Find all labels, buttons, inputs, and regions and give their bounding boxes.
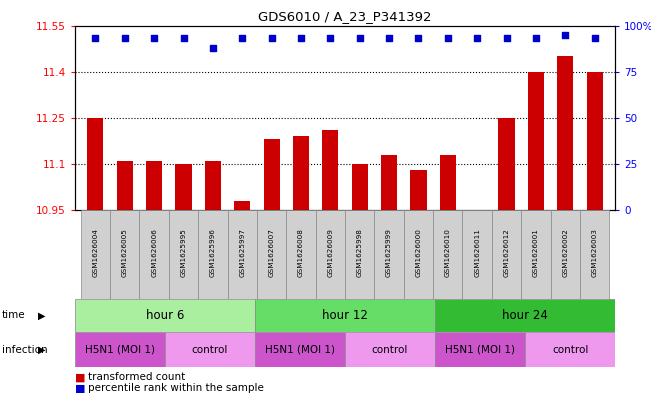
Text: H5N1 (MOI 1): H5N1 (MOI 1): [265, 345, 335, 355]
Point: [384, 35, 395, 42]
Bar: [255, 332, 345, 367]
Text: GSM1626007: GSM1626007: [269, 228, 275, 277]
Bar: [264, 140, 280, 210]
Point: [266, 35, 277, 42]
Point: [501, 35, 512, 42]
Bar: [345, 332, 435, 367]
Point: [208, 44, 218, 51]
Bar: [255, 299, 435, 332]
Bar: [381, 155, 397, 210]
Text: GSM1626003: GSM1626003: [592, 228, 598, 277]
Text: hour 24: hour 24: [502, 309, 548, 322]
Bar: [521, 210, 551, 299]
Bar: [433, 210, 462, 299]
Point: [178, 35, 189, 42]
Bar: [587, 72, 603, 210]
Bar: [110, 210, 139, 299]
Bar: [410, 170, 426, 210]
Text: ▶: ▶: [38, 345, 46, 355]
Text: ■: ■: [75, 383, 89, 393]
Bar: [139, 210, 169, 299]
Text: ▶: ▶: [38, 310, 46, 320]
Text: GSM1626008: GSM1626008: [298, 228, 304, 277]
Bar: [528, 72, 544, 210]
Text: GSM1626006: GSM1626006: [151, 228, 157, 277]
Bar: [75, 332, 165, 367]
Point: [560, 31, 570, 38]
Bar: [322, 130, 339, 210]
Bar: [525, 332, 615, 367]
Bar: [499, 118, 515, 210]
Text: GSM1625997: GSM1625997: [240, 228, 245, 277]
Text: GSM1626009: GSM1626009: [327, 228, 333, 277]
Point: [355, 35, 365, 42]
Bar: [81, 210, 110, 299]
Text: GDS6010 / A_23_P341392: GDS6010 / A_23_P341392: [258, 10, 432, 23]
Point: [296, 35, 306, 42]
Text: time: time: [2, 310, 25, 320]
Text: percentile rank within the sample: percentile rank within the sample: [88, 383, 264, 393]
Bar: [557, 56, 574, 210]
Text: GSM1625996: GSM1625996: [210, 228, 216, 277]
Bar: [293, 136, 309, 210]
Bar: [75, 299, 255, 332]
Point: [413, 35, 424, 42]
Text: GSM1626011: GSM1626011: [474, 228, 480, 277]
Bar: [404, 210, 433, 299]
Point: [472, 35, 482, 42]
Bar: [169, 210, 198, 299]
Point: [325, 35, 335, 42]
Point: [90, 35, 101, 42]
Text: GSM1626004: GSM1626004: [92, 228, 98, 277]
Text: H5N1 (MOI 1): H5N1 (MOI 1): [445, 345, 515, 355]
Text: GSM1625995: GSM1625995: [180, 228, 187, 277]
Bar: [228, 210, 257, 299]
Text: ■: ■: [75, 372, 89, 382]
Bar: [462, 210, 492, 299]
Point: [120, 35, 130, 42]
Text: hour 6: hour 6: [146, 309, 184, 322]
Text: infection: infection: [2, 345, 48, 355]
Bar: [117, 161, 133, 210]
Bar: [175, 164, 191, 210]
Text: GSM1626000: GSM1626000: [415, 228, 421, 277]
Bar: [165, 332, 255, 367]
Text: transformed count: transformed count: [88, 372, 185, 382]
Text: GSM1625999: GSM1625999: [386, 228, 392, 277]
Bar: [352, 164, 368, 210]
Bar: [146, 161, 162, 210]
Bar: [286, 210, 316, 299]
Bar: [205, 161, 221, 210]
Text: GSM1626010: GSM1626010: [445, 228, 450, 277]
Bar: [492, 210, 521, 299]
Bar: [316, 210, 345, 299]
Bar: [374, 210, 404, 299]
Text: GSM1626005: GSM1626005: [122, 228, 128, 277]
Text: H5N1 (MOI 1): H5N1 (MOI 1): [85, 345, 155, 355]
Point: [443, 35, 453, 42]
Text: GSM1626002: GSM1626002: [562, 228, 568, 277]
Bar: [87, 118, 104, 210]
Point: [589, 35, 600, 42]
Text: GSM1625998: GSM1625998: [357, 228, 363, 277]
Point: [149, 35, 159, 42]
Bar: [198, 210, 228, 299]
Text: hour 12: hour 12: [322, 309, 368, 322]
Bar: [551, 210, 580, 299]
Bar: [435, 299, 615, 332]
Text: control: control: [372, 345, 408, 355]
Bar: [580, 210, 609, 299]
Bar: [439, 155, 456, 210]
Text: control: control: [192, 345, 228, 355]
Text: GSM1626001: GSM1626001: [533, 228, 539, 277]
Point: [237, 35, 247, 42]
Bar: [234, 201, 251, 210]
Point: [531, 35, 541, 42]
Bar: [345, 210, 374, 299]
Bar: [257, 210, 286, 299]
Text: GSM1626012: GSM1626012: [503, 228, 510, 277]
Bar: [435, 332, 525, 367]
Text: control: control: [552, 345, 589, 355]
